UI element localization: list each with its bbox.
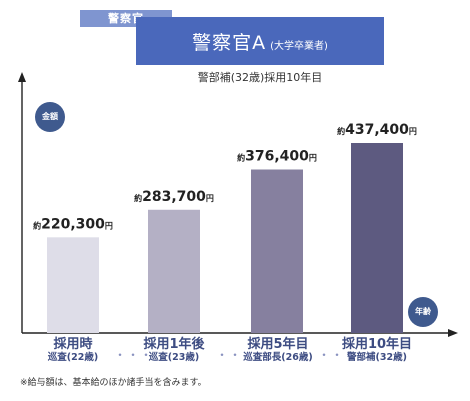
category-caption-3: 採用10年目 警部補(32歳) [322,337,432,364]
category-caption-2: 採用5年目 巡査部長(26歳) [223,337,333,364]
x-axis-arrow [448,329,458,337]
title-banner: 警察官A (大学卒業者) [136,17,384,65]
bar [148,209,200,333]
data-label: 約220,300円 [33,216,113,232]
category-sublabel: 巡査(23歳) [148,351,200,363]
bar [47,237,99,333]
category-label: 採用5年目 [247,337,309,352]
separator-dots: ・・・ [318,348,358,362]
category-label: 採用10年目 [341,337,413,352]
data-label: 約376,400円 [237,148,317,164]
bar [351,143,403,333]
page-subtitle: 警部補(32歳)採用10年目 [197,71,323,84]
category-caption-1: 採用1年後 巡査(23歳) [119,337,229,364]
bar [251,169,303,333]
separator-dots: ・・・ [114,348,154,362]
category-caption-0: 採用時 巡査(22歳) [18,337,128,364]
y-axis-arrow [18,72,26,82]
page-title-sub: (大学卒業者) [270,40,328,52]
data-label: 約437,400円 [337,122,417,138]
category-label: 採用時 [53,337,93,352]
category-label: 採用1年後 [143,337,205,352]
y-axis-label-badge: 金額 [35,102,65,132]
data-label: 約283,700円 [134,189,214,205]
separator-dots: ・・・ [216,348,256,362]
x-axis-label-badge: 年齢 [408,297,438,327]
page-title: 警察官A [192,31,267,54]
category-sublabel: 巡査(22歳) [47,351,99,363]
category-sublabel: 警部補(32歳) [347,351,407,363]
category-sublabel: 巡査部長(26歳) [243,351,313,363]
footnote: ※給与額は、基本給のほか諸手当を含みます。 [20,378,207,388]
